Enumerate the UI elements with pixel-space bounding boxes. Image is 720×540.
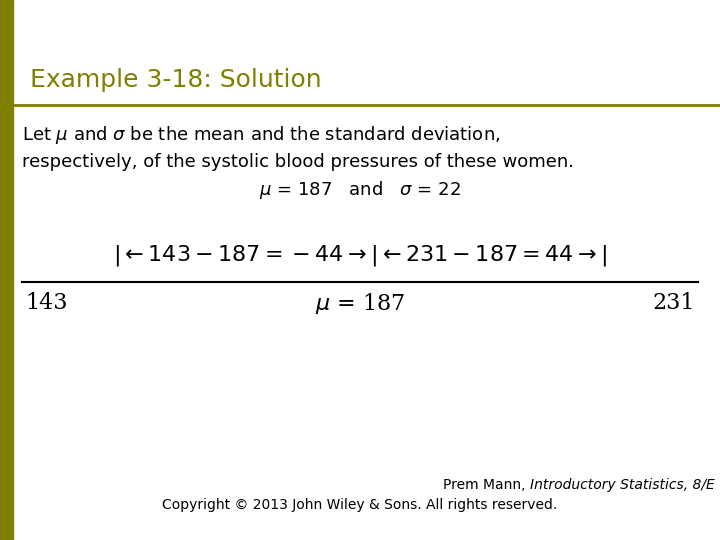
- Text: Copyright © 2013 John Wiley & Sons. All rights reserved.: Copyright © 2013 John Wiley & Sons. All …: [163, 498, 557, 512]
- Bar: [0, 0, 13, 540]
- Text: $\mu$ = 187: $\mu$ = 187: [315, 291, 405, 315]
- Text: 231: 231: [652, 292, 695, 314]
- Text: $|\leftarrow 143 - 187 = -44 \rightarrow|\leftarrow 231 - 187 = 44 \rightarrow|$: $|\leftarrow 143 - 187 = -44 \rightarrow…: [113, 242, 607, 267]
- Text: respectively, of the systolic blood pressures of these women.: respectively, of the systolic blood pres…: [22, 153, 574, 171]
- Text: $\mu$ = 187   and   $\sigma$ = 22: $\mu$ = 187 and $\sigma$ = 22: [259, 179, 461, 201]
- Text: Example 3-18: Solution: Example 3-18: Solution: [30, 68, 322, 92]
- Text: 143: 143: [25, 292, 68, 314]
- Text: Introductory Statistics, 8/E: Introductory Statistics, 8/E: [530, 478, 715, 492]
- Text: Prem Mann,: Prem Mann,: [443, 478, 530, 492]
- Text: Let $\mu$ and $\sigma$ be the mean and the standard deviation,: Let $\mu$ and $\sigma$ be the mean and t…: [22, 124, 500, 146]
